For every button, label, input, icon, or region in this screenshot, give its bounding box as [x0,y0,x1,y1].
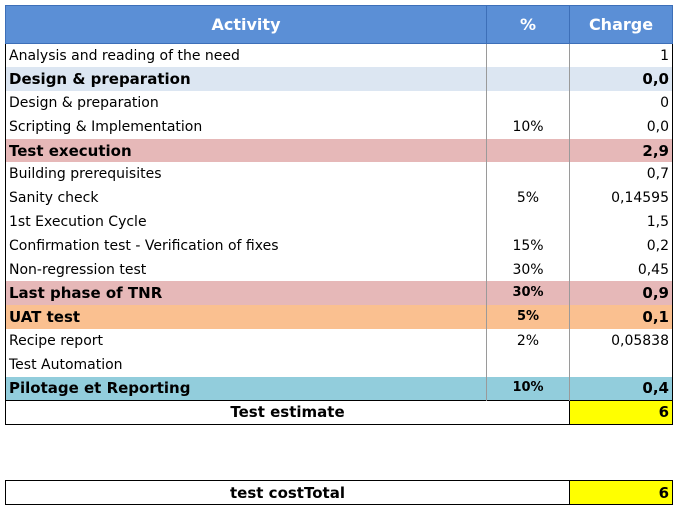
percent-cell[interactable]: 15% [486,233,570,258]
row-uat-test: UAT test 5% 0,1 [5,305,673,330]
percent-cell[interactable] [486,138,570,163]
test-estimate-value[interactable]: 6 [569,399,673,425]
activity-cell[interactable]: Pilotage et Reporting [5,376,487,401]
row-sanity-check: Sanity check 5% 0,14595 [5,186,673,211]
row-first-cycle: 1st Execution Cycle 1,5 [5,210,673,234]
charge-cell[interactable]: 0,7 [569,162,673,187]
header-activity: Activity [5,5,487,44]
charge-cell[interactable]: 0,45 [569,257,673,282]
charge-cell[interactable]: 0,2 [569,233,673,258]
row-test-execution-group: Test execution 2,9 [5,138,673,163]
percent-cell[interactable]: 30% [486,281,570,306]
row-design-group: Design & preparation 0,0 [5,67,673,92]
activity-cell[interactable]: 1st Execution Cycle [5,210,487,234]
row-non-regression: Non-regression test 30% 0,45 [5,257,673,282]
charge-cell[interactable]: 2,9 [569,138,673,163]
activity-cell[interactable]: Design & preparation [5,91,487,115]
charge-cell[interactable]: 0,4 [569,376,673,401]
activity-cell[interactable]: Test execution [5,138,487,163]
activity-cell[interactable]: Analysis and reading of the need [5,43,487,68]
percent-cell[interactable] [486,43,570,68]
percent-cell[interactable]: 5% [486,186,570,211]
charge-cell[interactable]: 0,1 [569,305,673,330]
percent-cell[interactable]: 5% [486,305,570,330]
activity-cell[interactable]: Recipe report [5,329,487,353]
row-prerequisites: Building prerequisites 0,7 [5,162,673,187]
activity-cell[interactable]: UAT test [5,305,487,330]
activity-cell[interactable]: Test Automation [5,352,487,377]
row-confirmation-test: Confirmation test - Verification of fixe… [5,233,673,258]
activity-cell[interactable]: Non-regression test [5,257,487,282]
percent-cell[interactable] [486,162,570,187]
row-scripting: Scripting & Implementation 10% 0,0 [5,114,673,139]
percent-cell[interactable]: 2% [486,329,570,353]
charge-cell[interactable]: 0,0 [569,67,673,92]
test-estimate-row: Test estimate 6 [5,399,673,425]
row-recipe-report: Recipe report 2% 0,05838 [5,329,673,353]
percent-cell[interactable] [486,91,570,115]
test-estimate-label[interactable]: Test estimate [5,399,570,425]
percent-cell[interactable]: 10% [486,376,570,401]
charge-cell[interactable]: 0,0 [569,114,673,139]
percent-cell[interactable]: 10% [486,114,570,139]
activity-cell[interactable]: Confirmation test - Verification of fixe… [5,233,487,258]
charge-cell[interactable]: 1 [569,43,673,68]
percent-cell[interactable] [486,67,570,92]
activity-cell[interactable]: Sanity check [5,186,487,211]
activity-cell[interactable]: Design & preparation [5,67,487,92]
estimate-table: Activity % Charge Analysis and reading o… [5,5,673,425]
header-charge: Charge [569,5,673,44]
test-cost-row: test costTotal 6 [5,480,673,505]
row-last-phase-tnr: Last phase of TNR 30% 0,9 [5,281,673,306]
charge-cell[interactable] [569,352,673,377]
charge-cell[interactable]: 0 [569,91,673,115]
percent-cell[interactable] [486,352,570,377]
charge-cell[interactable]: 0,9 [569,281,673,306]
test-cost-value[interactable]: 6 [569,480,673,505]
test-cost-label[interactable]: test costTotal [5,480,570,505]
header-percent: % [486,5,570,44]
row-test-automation: Test Automation [5,352,673,377]
row-design: Design & preparation 0 [5,91,673,115]
header-row: Activity % Charge [5,5,673,44]
row-pilotage-reporting: Pilotage et Reporting 10% 0,4 [5,376,673,401]
percent-cell[interactable]: 30% [486,257,570,282]
charge-cell[interactable]: 0,14595 [569,186,673,211]
activity-cell[interactable]: Building prerequisites [5,162,487,187]
percent-cell[interactable] [486,210,570,234]
row-analysis: Analysis and reading of the need 1 [5,43,673,68]
test-cost-table: test costTotal 6 [5,480,673,505]
charge-cell[interactable]: 0,05838 [569,329,673,353]
activity-cell[interactable]: Scripting & Implementation [5,114,487,139]
activity-cell[interactable]: Last phase of TNR [5,281,487,306]
charge-cell[interactable]: 1,5 [569,210,673,234]
